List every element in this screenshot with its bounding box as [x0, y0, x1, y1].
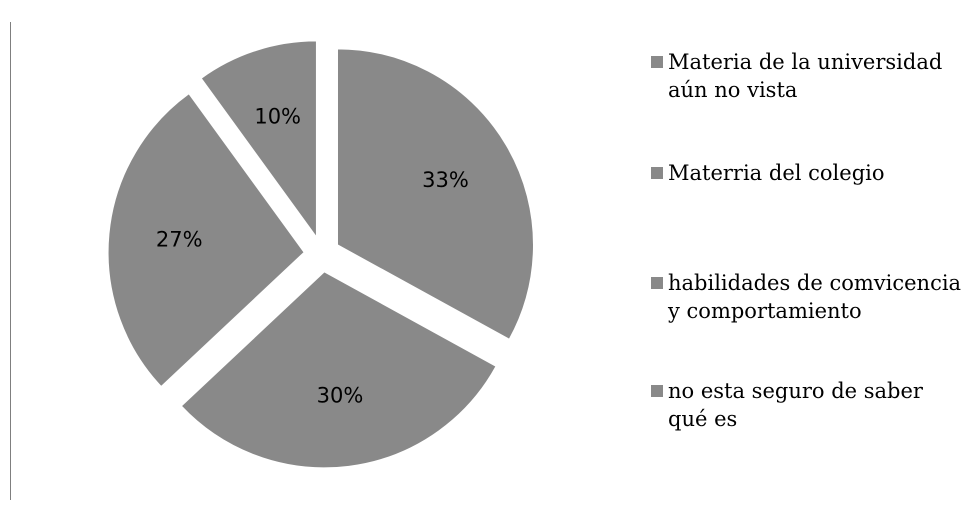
- legend-label: habilidades de comvicencia y comportamie…: [668, 271, 962, 323]
- legend-item: habilidades de comvicencia y comportamie…: [648, 269, 968, 325]
- pie-slice: [336, 48, 534, 340]
- slice-data-label: 33%: [422, 168, 469, 192]
- legend-label: no esta seguro de saber qué es: [668, 379, 923, 431]
- pie-slice: [200, 40, 317, 239]
- legend-swatch: [651, 385, 663, 397]
- pie-slice: [180, 271, 497, 469]
- legend-item: no esta seguro de saber qué es: [648, 377, 968, 433]
- slice-data-label: 30%: [317, 383, 364, 407]
- legend-swatch: [651, 277, 663, 289]
- legend-label: Materria del colegio: [668, 161, 885, 185]
- legend-swatch: [651, 56, 663, 68]
- legend-swatch: [651, 167, 663, 179]
- legend-label: Materia de la universidad aún no vista: [668, 50, 943, 102]
- legend-item: Materia de la universidad aún no vista: [648, 48, 968, 104]
- pie-slice: [107, 93, 305, 388]
- slice-data-label: 10%: [254, 105, 301, 129]
- left-border-rule: [10, 22, 11, 500]
- slice-data-label: 27%: [156, 228, 203, 252]
- legend-item: Materria del colegio: [648, 159, 968, 187]
